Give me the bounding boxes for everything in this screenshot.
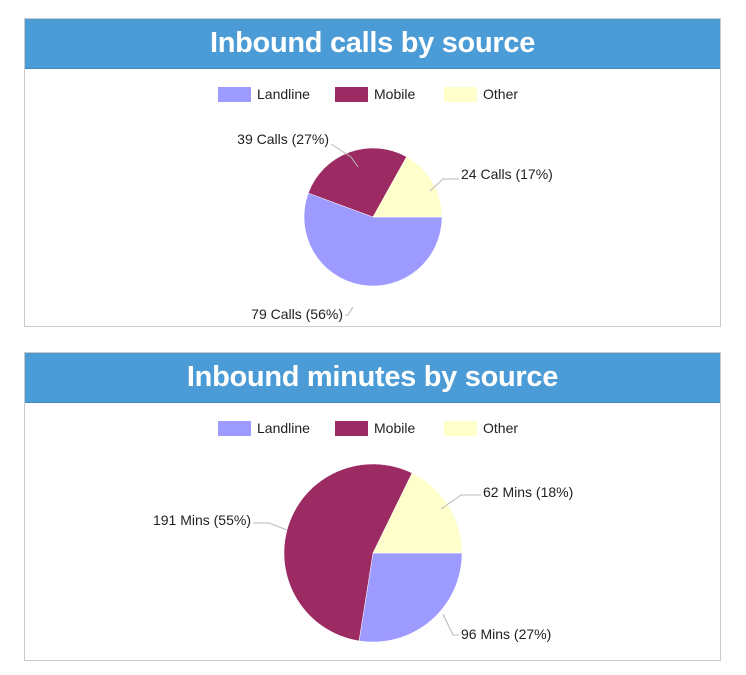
legend-swatch (218, 87, 251, 102)
legend-item-landline[interactable]: Landline (218, 86, 310, 102)
legend-item-other[interactable]: Other (444, 420, 518, 436)
legend-item-landline[interactable]: Landline (218, 420, 310, 436)
legend-label: Landline (257, 86, 310, 102)
pie-slice-mobile[interactable] (283, 463, 413, 642)
label-connector (442, 613, 459, 636)
legend-label: Mobile (374, 420, 415, 436)
label-connector (345, 306, 354, 316)
legend-swatch (335, 87, 368, 102)
data-label-other: 24 Calls (17%) (461, 166, 553, 182)
pie-slice-other[interactable] (372, 156, 443, 218)
legend-label: Landline (257, 420, 310, 436)
legend-swatch (335, 421, 368, 436)
data-label-mobile: 39 Calls (27%) (237, 131, 329, 147)
chart-title: Inbound minutes by source (25, 353, 720, 403)
pie-slice-landline[interactable] (303, 192, 443, 287)
label-connector (440, 494, 481, 510)
calls-chart-panel: Inbound calls by source Landline Mobile Ot… (24, 18, 721, 327)
data-label-landline: 79 Calls (56%) (251, 306, 343, 322)
minutes-chart-panel: Inbound minutes by source Landline Mobile… (24, 352, 721, 661)
legend-item-mobile[interactable]: Mobile (335, 420, 415, 436)
legend-item-other[interactable]: Other (444, 86, 518, 102)
label-connector (429, 178, 459, 192)
legend-swatch (444, 87, 477, 102)
data-label-mobile: 191 Mins (55%) (153, 512, 251, 528)
data-label-landline: 96 Mins (27%) (461, 626, 551, 642)
label-connector (330, 143, 359, 168)
legend-swatch (218, 421, 251, 436)
pie-slice-mobile[interactable] (307, 147, 407, 218)
label-connector (253, 522, 288, 531)
legend-swatch (444, 421, 477, 436)
chart-title: Inbound calls by source (25, 19, 720, 69)
legend-item-mobile[interactable]: Mobile (335, 86, 415, 102)
pie-slice-landline[interactable] (358, 552, 463, 643)
pie-slice-other[interactable] (372, 472, 463, 554)
legend-label: Other (483, 86, 518, 102)
minutes-pie-chart: Landline Mobile Other 96 Mins (27%) 191 Mins… (153, 420, 573, 643)
calls-pie-chart: Landline Mobile Other 79 Calls (56%) 39 Call… (218, 86, 553, 322)
data-label-other: 62 Mins (18%) (483, 484, 573, 500)
legend-label: Other (483, 420, 518, 436)
legend-label: Mobile (374, 86, 415, 102)
